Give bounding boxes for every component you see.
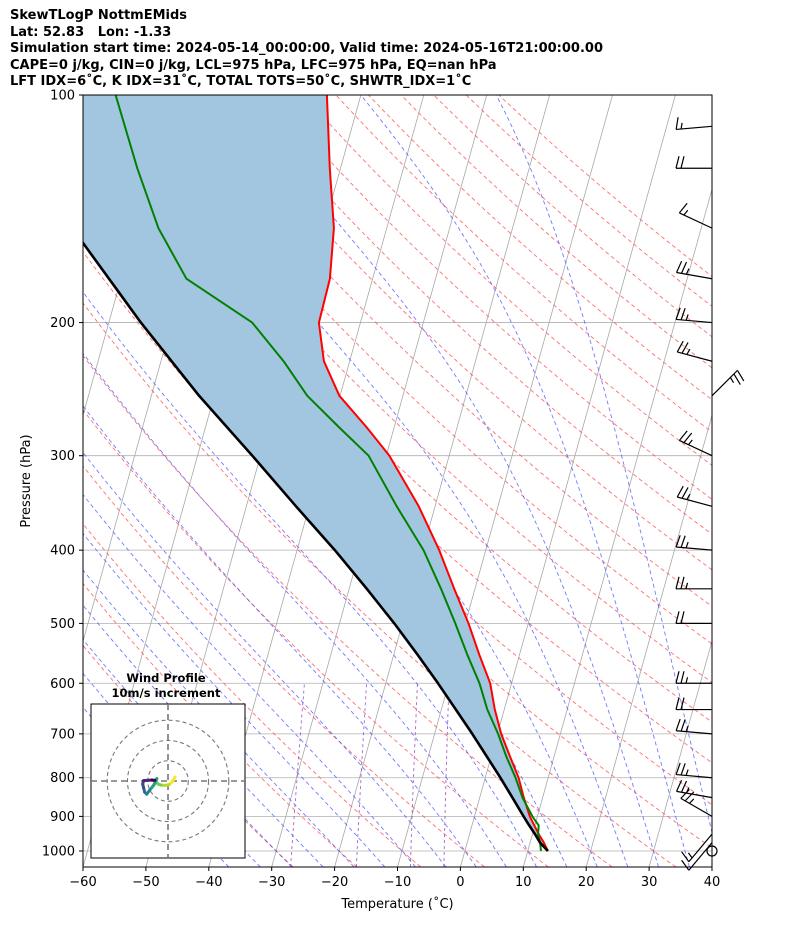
wind-barb	[675, 156, 712, 169]
hodograph-ring	[106, 719, 230, 843]
wind-barbs	[675, 117, 745, 871]
moist-adiabat	[83, 569, 355, 867]
dry-adiabat	[83, 302, 677, 867]
moist-adiabat	[83, 352, 507, 867]
y-tick-label: 300	[50, 449, 75, 464]
wind-barb	[676, 340, 713, 362]
dry-adiabat	[335, 95, 712, 433]
mixing-ratio-line	[290, 683, 305, 867]
wind-barb-calm	[706, 845, 718, 857]
x-tick-label: −60	[69, 875, 96, 890]
wind-barb	[681, 833, 713, 863]
y-tick-label: 500	[50, 617, 75, 632]
wind-barb	[675, 697, 712, 711]
isotherm	[711, 865, 712, 867]
mixing-ratio-line	[355, 683, 368, 867]
chart-title: SkewTLogP NottmEMids	[10, 8, 188, 23]
mixing-ratio-line	[409, 683, 418, 867]
y-axis-label: Pressure (hPa)	[19, 434, 34, 527]
x-tick-label: 40	[704, 875, 721, 890]
y-tick-label: 200	[50, 316, 75, 331]
cin-shading	[83, 95, 548, 851]
dry-adiabat	[140, 95, 712, 645]
isotherm	[585, 413, 712, 867]
y-tick-label: 100	[50, 89, 75, 104]
dry-adiabat	[83, 250, 712, 849]
moist-adiabat	[360, 95, 690, 867]
wind-barb	[675, 307, 713, 324]
dry-adiabat	[270, 95, 712, 500]
wind-barb	[675, 576, 712, 590]
y-tick-label: 1000	[42, 844, 75, 859]
wind-barb	[678, 430, 713, 457]
location-line: Lat: 52.83 Lon: -1.33	[10, 24, 172, 40]
y-tick-label: 400	[50, 544, 75, 559]
dry-adiabat	[498, 95, 712, 278]
y-tick-label: 600	[50, 677, 75, 692]
dry-adiabat	[83, 409, 549, 867]
dry-adiabat	[83, 523, 421, 867]
dry-adiabat	[83, 465, 485, 867]
wind-barb	[676, 485, 713, 507]
isotherm	[522, 187, 712, 867]
wind-barb	[675, 762, 713, 779]
wind-barb	[675, 117, 713, 131]
moist-adiabat	[132, 95, 629, 867]
dry-adiabat	[83, 105, 712, 723]
x-tick-label: −50	[132, 875, 159, 890]
x-tick-label: 0	[456, 875, 464, 890]
wind-barb	[675, 611, 712, 625]
dewpoint-profile	[114, 95, 542, 852]
isotherm	[334, 95, 550, 867]
hodograph-subtitle: 10m/s increment	[112, 686, 221, 700]
wind-barb	[675, 779, 713, 799]
moist-adiabat	[495, 95, 712, 835]
x-tick-label: −10	[384, 875, 411, 890]
wind-barb	[675, 260, 713, 280]
wind-barb	[675, 535, 713, 551]
x-tick-label: −30	[258, 875, 285, 890]
y-tick-label: 900	[50, 810, 75, 825]
x-tick-label: 30	[641, 875, 658, 890]
chart-header: SkewTLogP NottmEMids Lat: 52.83 Lon: -1.…	[10, 8, 603, 91]
moist-adiabat	[83, 493, 416, 867]
moist-adiabat	[83, 532, 386, 867]
plot-area	[83, 95, 794, 867]
dry-adiabat	[368, 95, 712, 401]
wind-barb	[678, 202, 713, 229]
wind-barb	[681, 842, 713, 871]
x-tick-label: −40	[195, 875, 222, 890]
stability-line-1: CAPE=0 j/kg, CIN=0 j/kg, LCL=975 hPa, LF…	[10, 57, 497, 73]
dry-adiabat	[107, 95, 712, 684]
moist-adiabat	[83, 291, 537, 867]
x-tick-label: −20	[321, 875, 348, 890]
x-tick-label: 20	[578, 875, 595, 890]
y-tick-label: 700	[50, 727, 75, 742]
time-line: Simulation start time: 2024-05-14_00:00:…	[10, 41, 603, 56]
dry-adiabat	[83, 354, 613, 867]
hodograph-title: Wind Profile	[126, 671, 206, 685]
x-tick-label: 10	[515, 875, 532, 890]
stability-line-2: LFT IDX=6˚C, K IDX=31˚C, TOTAL TOTS=50˚C…	[10, 74, 472, 89]
dry-adiabat	[205, 95, 712, 571]
temperature-profile	[317, 95, 549, 852]
y-tick-label: 800	[50, 771, 75, 786]
wind-barb	[711, 369, 745, 397]
wind-barb	[675, 671, 712, 684]
mixing-ratio-line	[443, 683, 450, 867]
hodograph-ring	[126, 739, 210, 823]
isotherm	[775, 95, 794, 867]
dry-adiabat	[83, 582, 358, 867]
isotherm	[648, 639, 712, 867]
parcel-profile	[83, 240, 549, 852]
wind-barb	[675, 718, 713, 735]
x-axis-label: Temperature (˚C)	[340, 896, 453, 912]
moist-adiabat	[230, 95, 659, 867]
